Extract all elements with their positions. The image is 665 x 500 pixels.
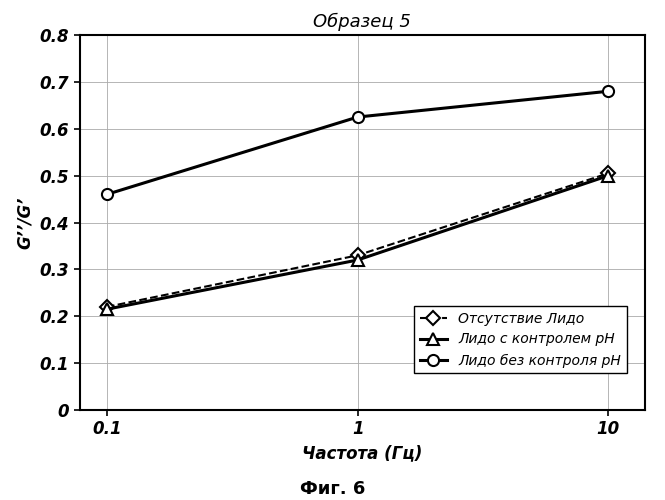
Отсутствие Лидо <box>103 304 111 310</box>
Title: Образец 5: Образец 5 <box>313 12 412 30</box>
Лидо с контролем рН <box>103 306 111 312</box>
Legend: Отсутствие Лидо, Лидо с контролем рН, Лидо без контроля рН: Отсутствие Лидо, Лидо с контролем рН, Ли… <box>414 306 627 373</box>
Line: Лидо без контроля рН: Лидо без контроля рН <box>101 86 614 200</box>
Line: Отсутствие Лидо: Отсутствие Лидо <box>102 168 613 312</box>
X-axis label: Частота (Гц): Частота (Гц) <box>302 444 423 462</box>
Лидо без контроля рН <box>103 192 111 198</box>
Отсутствие Лидо <box>354 252 362 258</box>
Y-axis label: G’’/G’: G’’/G’ <box>16 196 34 248</box>
Лидо без контроля рН <box>604 88 612 94</box>
Text: Фиг. 6: Фиг. 6 <box>300 480 365 498</box>
Лидо с контролем рН <box>604 172 612 178</box>
Лидо без контроля рН <box>354 114 362 120</box>
Лидо с контролем рН <box>354 257 362 263</box>
Line: Лидо с контролем рН: Лидо с контролем рН <box>101 170 614 315</box>
Отсутствие Лидо <box>604 170 612 176</box>
